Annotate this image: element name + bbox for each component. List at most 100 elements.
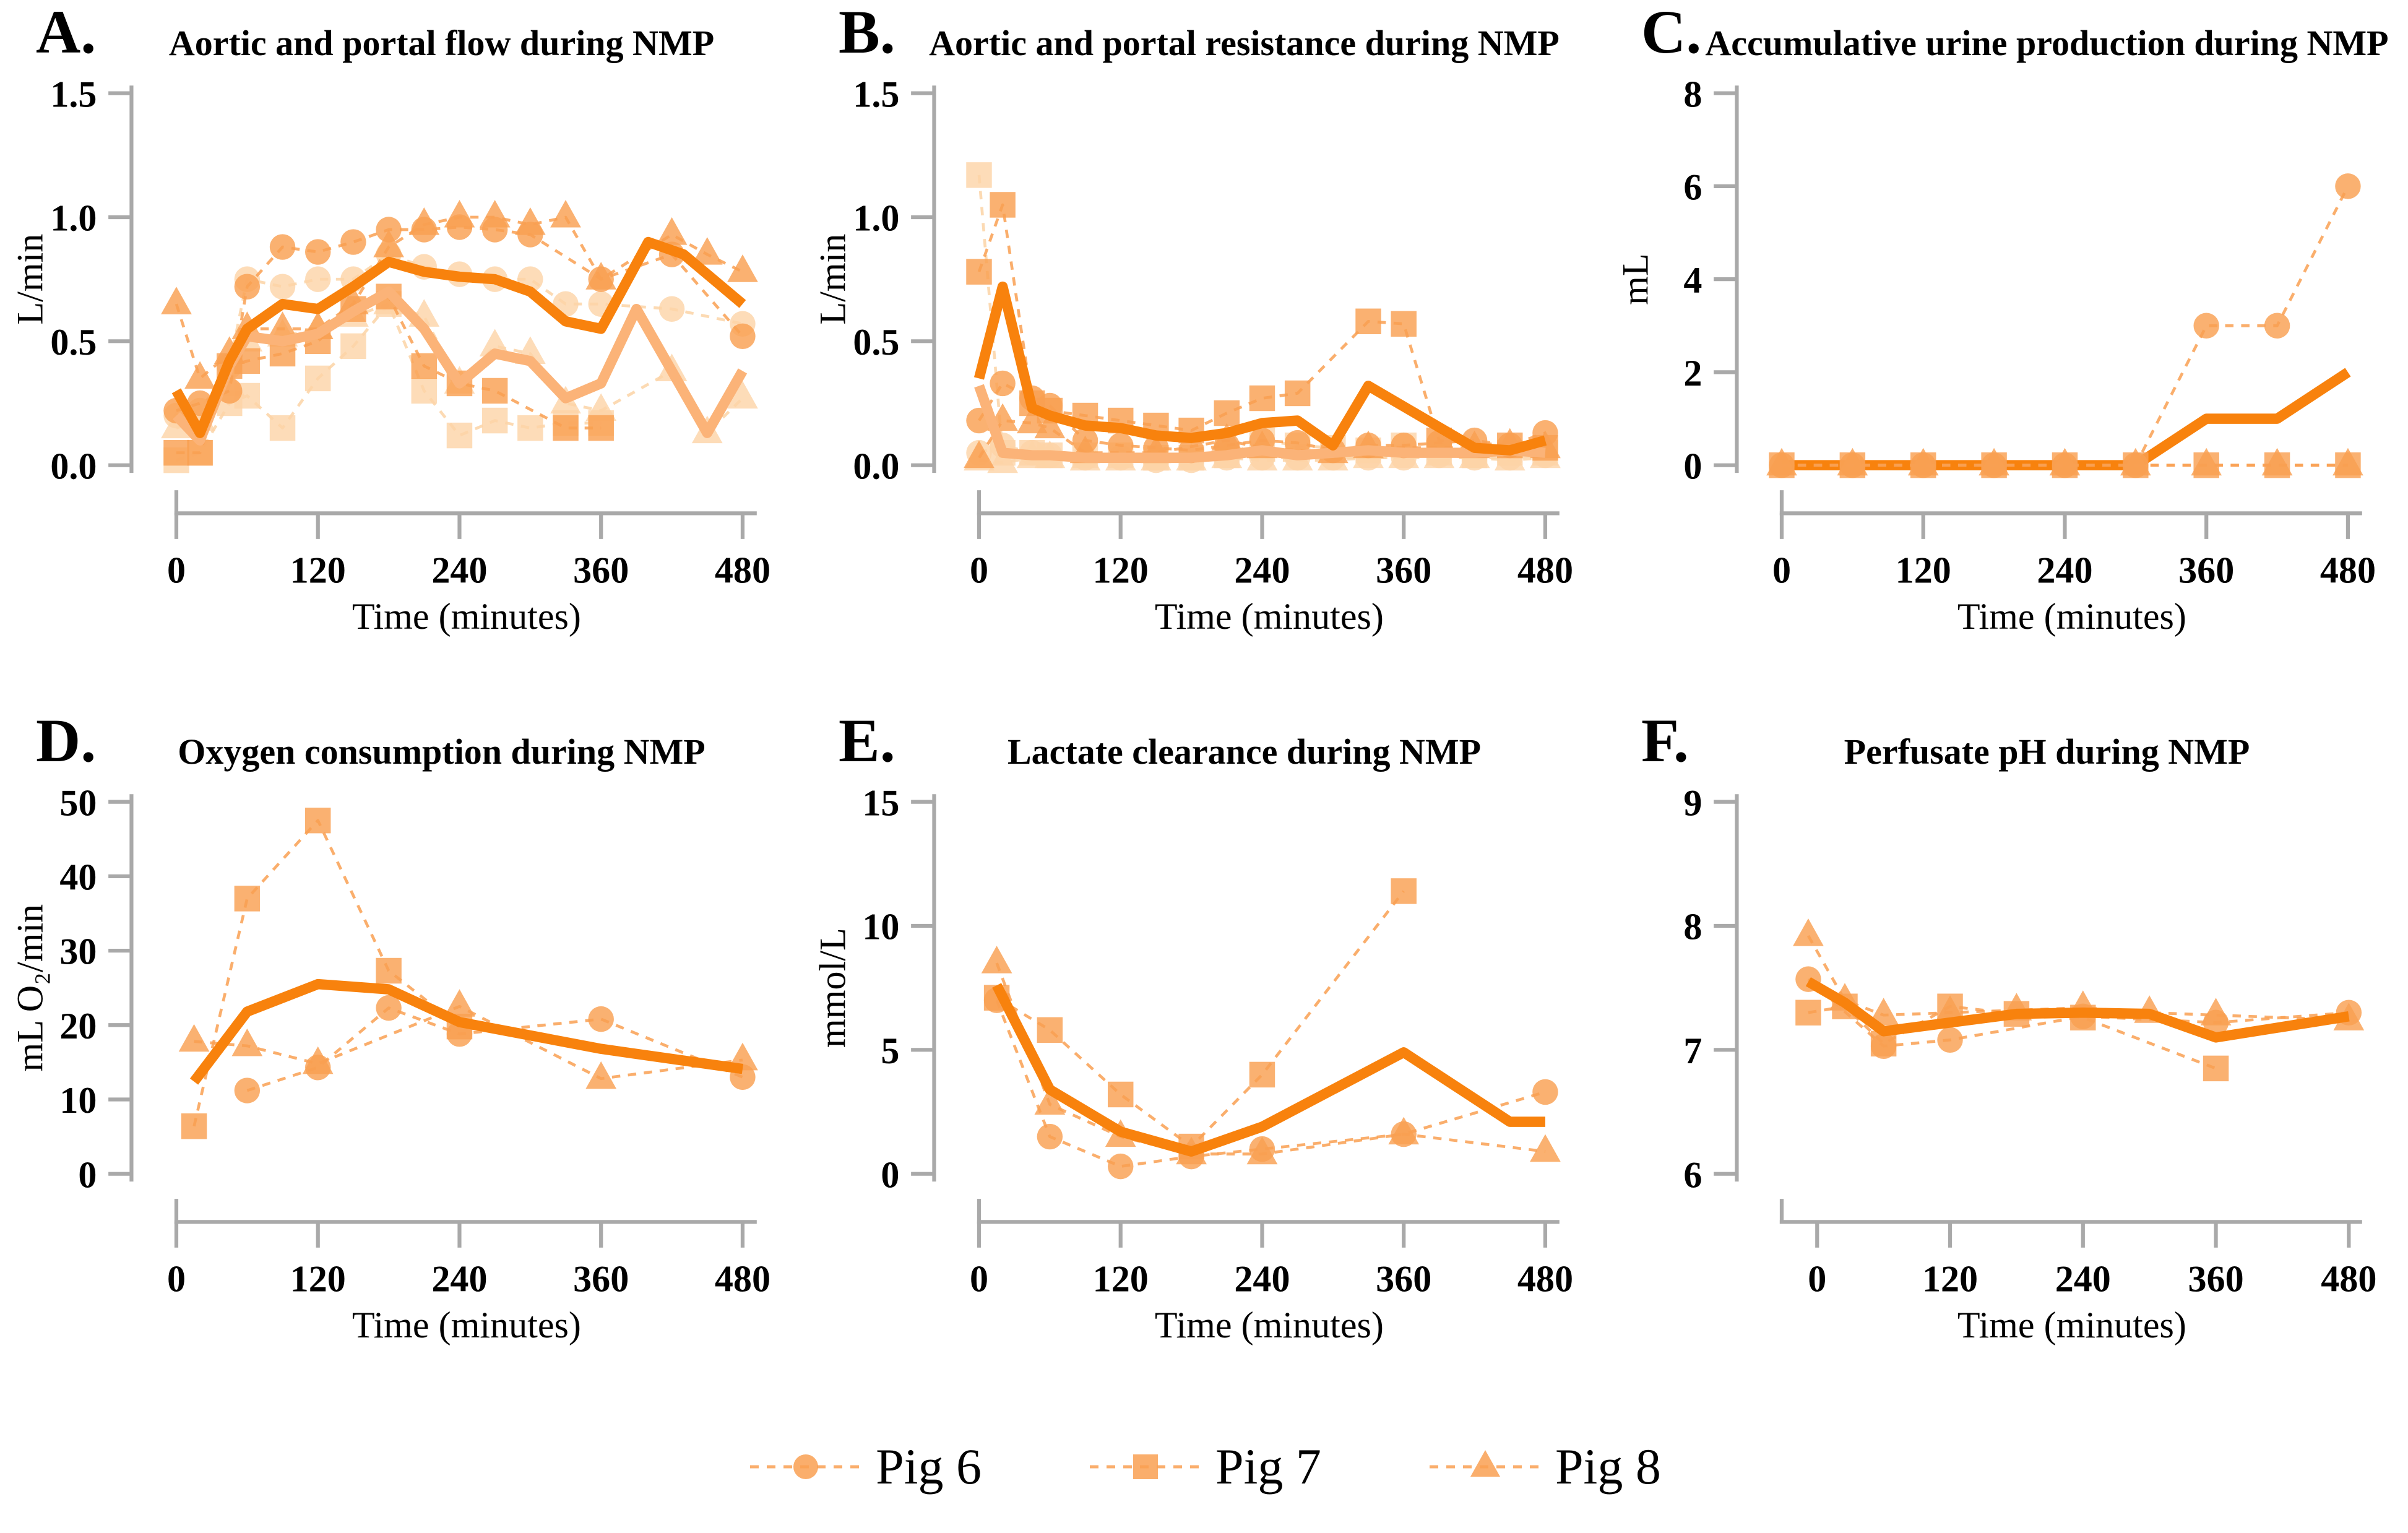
c-xtick-480: 480 — [2320, 550, 2376, 591]
d-ytick-40: 40 — [59, 857, 97, 898]
e-xtick-240: 240 — [1234, 1258, 1290, 1300]
f-ytick-6: 6 — [1683, 1154, 1702, 1196]
panel-c-chart: 0 2 4 6 8 mL 0 120 240 360 480 Time (minutes) — [1615, 74, 2376, 637]
d-series-pig-7-oxygen-consumption — [181, 807, 473, 1139]
c-x-axis: 0 120 240 360 480 Time (minutes) — [1772, 490, 2376, 637]
c-xtick-360: 360 — [2178, 550, 2234, 591]
d-ytick-50: 50 — [59, 782, 97, 824]
f-xtick-360: 360 — [2188, 1258, 2243, 1300]
d-ytick-10: 10 — [59, 1080, 97, 1121]
panel-f-letter: F. — [1641, 706, 1689, 775]
f-y-axis: 6 7 8 9 — [1683, 782, 1739, 1196]
d-xtick-360: 360 — [573, 1258, 629, 1300]
a-y-axis-title: L/min — [9, 234, 51, 325]
panel-b: B. Aortic and portal resistance during N… — [803, 0, 1605, 709]
f-ytick-8: 8 — [1683, 906, 1702, 948]
a-ytick-0.0: 0.0 — [50, 446, 97, 487]
a-xtick-360: 360 — [573, 550, 629, 591]
d-series-mean-oxygen-consumption — [189, 978, 744, 1085]
panel-c-letter: C. — [1641, 0, 1702, 66]
b-y-axis: 0.0 0.5 1.0 1.5 L/min — [812, 74, 936, 487]
legend-item-pig7: Pig 7 — [1087, 1433, 1321, 1501]
d-x-axis-title: Time (minutes) — [352, 1305, 581, 1346]
c-x-axis-title: Time (minutes) — [1957, 596, 2186, 637]
c-xtick-0: 0 — [1772, 550, 1791, 591]
a-series-mean-aortic-flow — [171, 236, 746, 438]
d-xtick-0: 0 — [167, 1258, 186, 1300]
a-x-axis-title: Time (minutes) — [352, 596, 581, 637]
f-ytick-9: 9 — [1683, 782, 1702, 824]
b-ytick-0.5: 0.5 — [853, 322, 899, 363]
b-xtick-360: 360 — [1376, 550, 1431, 591]
e-series-pig-8-lactate — [981, 945, 1561, 1164]
b-x-axis: 0 120 240 360 480 Time (minutes) — [970, 490, 1573, 637]
a-ytick-0.5: 0.5 — [50, 322, 97, 363]
legend: Pig 6 Pig 7 Pig 8 — [0, 1405, 2408, 1529]
d-ytick-20: 20 — [59, 1006, 97, 1047]
e-y-axis: 0 5 10 15 mmol/L — [812, 782, 936, 1196]
d-y-axis: 0 10 20 30 40 50 mL O₂/min — [9, 782, 134, 1196]
panel-e-title: Lactate clearance during NMP — [1007, 732, 1482, 772]
b-xtick-480: 480 — [1517, 550, 1573, 591]
legend-label-pig7: Pig 7 — [1215, 1438, 1321, 1495]
panel-b-letter: B. — [839, 0, 895, 66]
d-series-pig-8-oxygen-consumption — [178, 989, 758, 1089]
d-x-axis: 0 120 240 360 480 Time (minutes) — [167, 1198, 770, 1346]
c-ytick-6: 6 — [1683, 166, 1702, 208]
pig7-square-marker-icon — [1090, 1454, 1202, 1479]
c-ytick-8: 8 — [1683, 74, 1702, 115]
panel-c: C. Accumulative urine production during … — [1605, 0, 2408, 709]
f-xtick-120: 120 — [1922, 1258, 1978, 1300]
e-y-axis-title: mmol/L — [812, 928, 853, 1048]
e-ytick-15: 15 — [862, 782, 899, 824]
d-ytick-30: 30 — [59, 931, 97, 972]
f-xtick-0: 0 — [1808, 1258, 1826, 1300]
e-series-mean-lactate — [992, 983, 1545, 1157]
c-ytick-4: 4 — [1683, 260, 1702, 301]
d-xtick-480: 480 — [715, 1258, 770, 1300]
c-y-axis: 0 2 4 6 8 mL — [1615, 74, 1739, 487]
c-series-pig-6-urine — [1769, 173, 2361, 478]
f-xtick-480: 480 — [2321, 1258, 2376, 1300]
a-x-axis: 0 120 240 360 480 Time (minutes) — [167, 490, 770, 637]
d-xtick-240: 240 — [431, 1258, 487, 1300]
c-ytick-0: 0 — [1683, 446, 1702, 487]
panel-e: E. Lactate clearance during NMP 0 5 10 15 mm… — [803, 709, 1605, 1405]
b-xtick-0: 0 — [970, 550, 988, 591]
legend-item-pig6: Pig 6 — [747, 1433, 982, 1501]
panel-d-title: Oxygen consumption during NMP — [178, 732, 706, 772]
e-x-axis: 0 120 240 360 480 Time (minutes) — [970, 1198, 1573, 1346]
e-ytick-10: 10 — [862, 906, 899, 948]
panel-b-title: Aortic and portal resistance during NMP — [929, 23, 1560, 63]
panel-b-chart: 0.0 0.5 1.0 1.5 L/min 0 120 240 360 480 Time (minu… — [812, 74, 1573, 637]
panel-c-title: Accumulative urine production during NMP — [1705, 23, 2389, 63]
b-xtick-120: 120 — [1093, 550, 1149, 591]
b-series-mean-portal-resistance — [974, 384, 1546, 463]
f-x-axis-title: Time (minutes) — [1957, 1305, 2186, 1346]
c-ytick-2: 2 — [1683, 353, 1702, 394]
c-series-pig-8-urine — [1766, 447, 2363, 476]
c-xtick-120: 120 — [1896, 550, 1951, 591]
panel-f-title: Perfusate pH during NMP — [1844, 732, 2250, 772]
e-xtick-120: 120 — [1093, 1258, 1149, 1300]
legend-label-pig6: Pig 6 — [876, 1438, 982, 1495]
panel-f-chart: 6 7 8 9 0 120 240 360 480 Time (minutes) — [1683, 782, 2376, 1346]
b-x-axis-title: Time (minutes) — [1155, 596, 1384, 637]
a-ytick-1.5: 1.5 — [50, 74, 97, 115]
panel-f: F. Perfusate pH during NMP 6 7 8 9 0 120 240 36… — [1605, 709, 2408, 1405]
panel-d-letter: D. — [36, 706, 97, 775]
d-series-pig-6-oxygen-consumption — [234, 995, 756, 1103]
panel-grid: A. Aortic and portal flow during NMP 0.0… — [0, 0, 2408, 1405]
a-xtick-240: 240 — [431, 550, 487, 591]
a-y-axis: 0.0 0.5 1.0 1.5 L/min — [9, 74, 134, 487]
panel-d: D. Oxygen consumption during NMP 0 10 20 30… — [0, 709, 803, 1405]
f-x-axis: 0 120 240 360 480 Time (minutes) — [1779, 1198, 2376, 1346]
panel-a-title: Aortic and portal flow during NMP — [168, 23, 715, 63]
b-ytick-1.0: 1.0 — [853, 197, 899, 239]
f-ytick-7: 7 — [1683, 1030, 1702, 1072]
e-ytick-5: 5 — [881, 1030, 899, 1072]
a-xtick-480: 480 — [715, 550, 770, 591]
b-ytick-1.5: 1.5 — [853, 74, 899, 115]
panel-a: A. Aortic and portal flow during NMP 0.0… — [0, 0, 803, 709]
